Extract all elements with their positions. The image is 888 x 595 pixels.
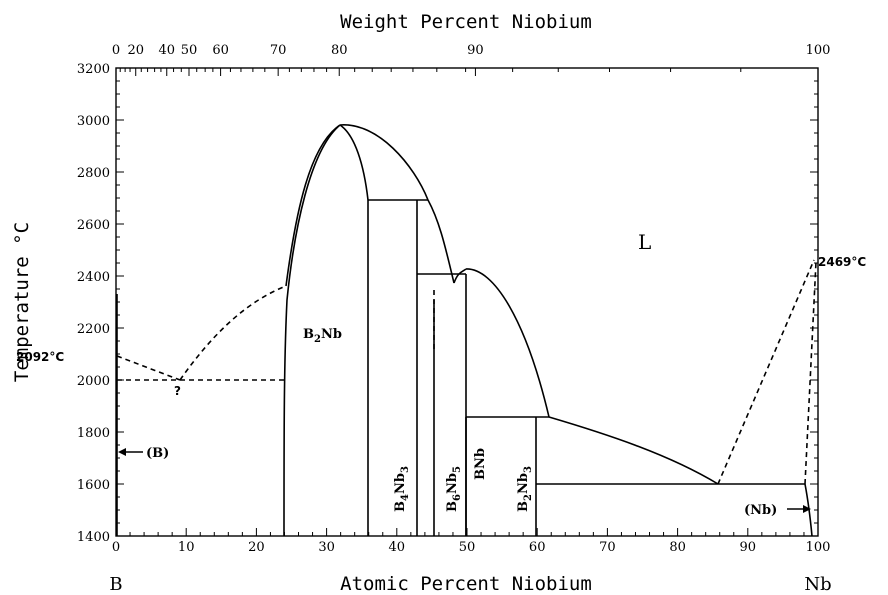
liquidus-b4nb3: [339, 124, 429, 201]
nb-liquidus-dashed: [717, 259, 815, 485]
top-tick-label: 20: [127, 43, 144, 58]
y-axis-ticks: 1400 1600 1800 2000 2200 2400 2600 2800 3000 3200: [77, 62, 818, 545]
y-tick-label: 1400: [77, 530, 110, 545]
top-tick-label: 70: [270, 43, 287, 58]
arrows: [118, 448, 811, 513]
phase-bnb: BNb: [473, 448, 488, 480]
nb-solidus-dashed: [804, 261, 817, 485]
y-tick-label: 2000: [77, 374, 110, 389]
b2nb-left-boundary: [283, 124, 341, 537]
b2nb3-main: B: [516, 501, 531, 512]
y-tick-label: 2400: [77, 270, 110, 285]
liquidus-b6nb5: [427, 199, 455, 284]
y-tick-label: 3200: [77, 62, 110, 77]
bottom-tick-label: 100: [806, 540, 831, 555]
bottom-tick-label: 20: [248, 540, 265, 555]
bnb-dome-right: [465, 268, 550, 418]
left-element-label: B: [109, 574, 122, 595]
nb-arrow-head: [803, 505, 811, 513]
b6nb5-sub2: 5: [452, 466, 463, 473]
top-tick-label: 80: [331, 43, 348, 58]
b-phase-label: (B): [146, 446, 169, 461]
left-melting-label: 2092°C: [16, 350, 64, 364]
phase-b2nb3: B2Nb3: [516, 466, 534, 512]
b-liquidus-dashed: [116, 355, 181, 381]
b6nb5-mid: Nb: [445, 473, 460, 494]
b6nb5-main: B: [445, 501, 460, 512]
bottom-tick-label: 70: [599, 540, 616, 555]
bnb-dome-left: [453, 268, 467, 284]
bottom-tick-label: 30: [318, 540, 335, 555]
phase-b2nb: B2Nb: [303, 327, 342, 345]
bottom-tick-label: 40: [389, 540, 406, 555]
phase-b4nb3: B4Nb3: [393, 466, 411, 512]
liquid-label: L: [638, 230, 651, 254]
right-element-label: Nb: [804, 574, 831, 595]
top-axis-title: Weight Percent Niobium: [340, 11, 592, 33]
bottom-tick-label: 90: [740, 540, 757, 555]
top-tick-label: 60: [212, 43, 229, 58]
plot-frame: [115, 67, 819, 537]
dashed-boundaries: [116, 259, 817, 485]
b2nb-liquidus-left: [285, 124, 341, 287]
top-tick-label: 50: [181, 43, 198, 58]
b6nb5-sub1: 6: [452, 494, 463, 501]
b-arrow-head: [118, 448, 126, 456]
y-tick-label: 1800: [77, 426, 110, 441]
bottom-axis-title: Atomic Percent Niobium: [340, 573, 592, 595]
b4nb3-main: B: [393, 501, 408, 512]
y-axis-title: Temperature °C: [11, 222, 33, 382]
b2nb-sub: 2: [314, 334, 321, 345]
top-tick-label: 40: [158, 43, 175, 58]
bottom-tick-label: 50: [459, 540, 476, 555]
liquidus-eutectic: [548, 416, 719, 485]
bottom-tick-label: 10: [178, 540, 195, 555]
y-tick-label: 2800: [77, 166, 110, 181]
y-tick-label: 1600: [77, 478, 110, 493]
b2nb3-sub1: 2: [523, 494, 534, 501]
b2nb3-mid: Nb: [516, 473, 531, 494]
question-mark: ?: [174, 384, 181, 398]
nb-phase-label: (Nb): [744, 503, 777, 518]
y-tick-label: 3000: [77, 114, 110, 129]
y-tick-label: 2600: [77, 218, 110, 233]
b2nb-liquidus-right: [339, 124, 369, 201]
phase-b6nb5: B6Nb5: [445, 466, 463, 512]
b2nb-tail: Nb: [321, 327, 342, 342]
bottom-tick-label: 60: [529, 540, 546, 555]
top-axis-ticks: 0 20 40 50 60 70 80 90 100: [112, 43, 831, 76]
bottom-tick-label: 0: [112, 540, 120, 555]
b2nb3-sub2: 3: [523, 466, 534, 473]
y-tick-label: 2200: [77, 322, 110, 337]
phase-boundaries: [116, 124, 813, 537]
top-tick-label: 100: [806, 43, 831, 58]
b4nb3-sub2: 3: [400, 466, 411, 473]
b4nb3-mid: Nb: [393, 473, 408, 494]
b4nb3-sub1: 4: [400, 494, 411, 501]
bottom-axis-ticks: 0 10 20 30 40 50 60 70 80 90 100: [112, 528, 831, 555]
bottom-tick-label: 80: [669, 540, 686, 555]
top-tick-label: 90: [467, 43, 484, 58]
top-tick-label: 0: [112, 43, 120, 58]
b2nb-main: B: [303, 327, 314, 342]
b-side-liquidus-dashed: [179, 285, 287, 381]
right-melting-label: 2469°C: [818, 255, 866, 269]
